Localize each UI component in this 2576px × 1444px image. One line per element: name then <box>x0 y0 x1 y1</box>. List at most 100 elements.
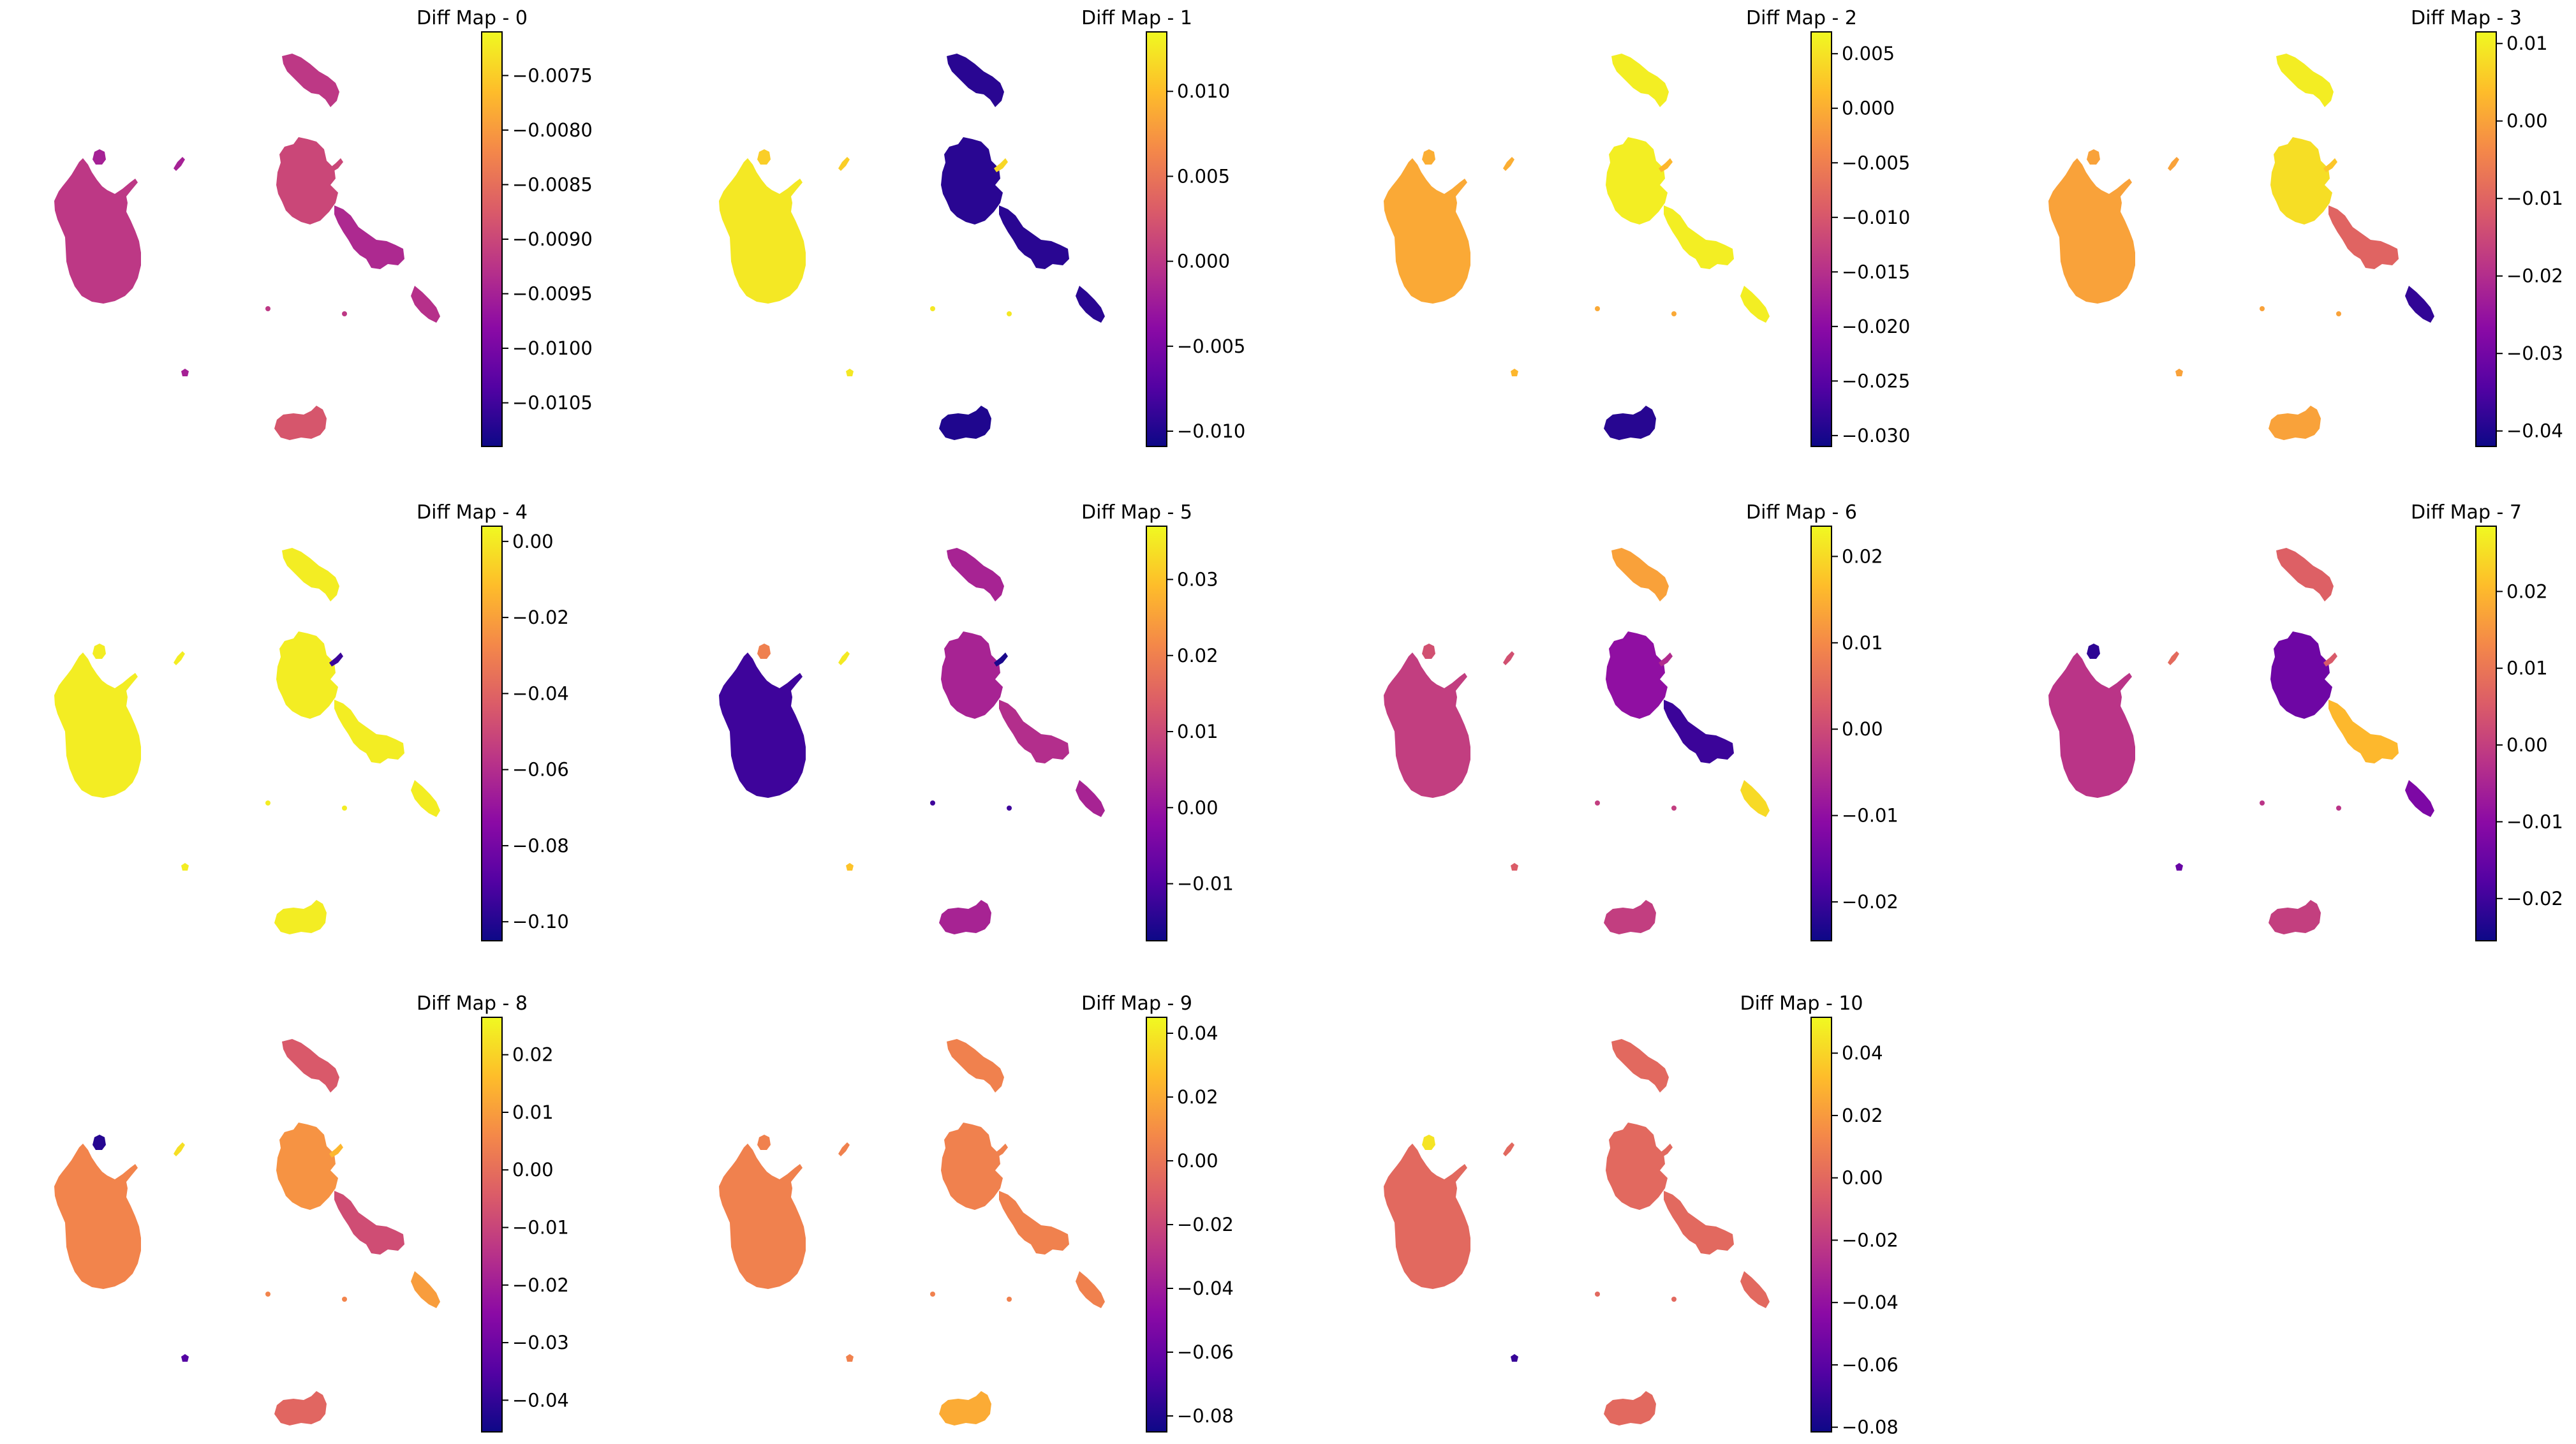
cell-cluster-small1 <box>1422 1135 1435 1150</box>
cell-point <box>1595 1292 1600 1297</box>
panel-title: Diff Map - 8 <box>417 992 528 1015</box>
colorbar <box>1810 526 1832 941</box>
cell-cluster-chain <box>334 1191 404 1255</box>
colorbar <box>1810 1017 1832 1433</box>
cell-cluster-top <box>2276 548 2334 601</box>
cell-point <box>342 806 347 811</box>
colorbar-tick-label: −0.08 <box>1177 1405 1234 1427</box>
diffmap-panel-3: Diff Map - 3 0.01 0.00 −0.01 −0.02 −0.03 −0.04 <box>2048 7 2563 447</box>
cell-cluster-small2 <box>1503 157 1514 171</box>
cell-point <box>2260 306 2265 311</box>
panel-title: Diff Map - 1 <box>1081 7 1192 29</box>
colorbar-tick-label: −0.02 <box>1842 1229 1899 1251</box>
colorbar <box>1146 31 1167 447</box>
cell-cluster-mid <box>941 137 1003 225</box>
embedding-scatter <box>2048 54 2434 440</box>
colorbar-tick-label: −0.10 <box>512 911 569 932</box>
cell-cluster-top <box>947 54 1004 107</box>
cell-cluster-main <box>2048 158 2135 304</box>
cell-point <box>265 800 270 806</box>
cell-cluster-main <box>719 1144 806 1289</box>
cell-cluster-ext <box>329 1144 343 1158</box>
cell-cluster-main <box>54 158 141 304</box>
colorbar <box>481 31 503 447</box>
cell-cluster-ext <box>329 158 343 172</box>
cell-cluster-mid <box>276 631 338 719</box>
cell-cluster-mid <box>1606 137 1668 225</box>
colorbar-tick-label: 0.00 <box>2506 110 2548 132</box>
colorbar <box>2475 31 2497 447</box>
cell-cluster-main <box>1384 158 1470 304</box>
colorbar <box>2475 526 2497 941</box>
cell-cluster-small2 <box>174 651 185 665</box>
colorbar-tick-label: −0.02 <box>512 1274 569 1296</box>
cell-cluster-mid <box>2270 631 2332 719</box>
colorbar-tick-label: 0.005 <box>1842 43 1895 64</box>
colorbar-tick-label: −0.08 <box>512 835 569 857</box>
colorbar-tick-label: 0.02 <box>1842 545 1883 567</box>
cell-cluster-tiny <box>1511 369 1518 376</box>
colorbar-tick-label: 0.00 <box>512 1159 554 1181</box>
panel-title: Diff Map - 10 <box>1740 992 1863 1015</box>
colorbar-tick-label: 0.00 <box>1842 718 1883 740</box>
cell-cluster-tail <box>1076 1271 1105 1308</box>
colorbar <box>1810 31 1832 447</box>
cell-cluster-small1 <box>1422 149 1435 165</box>
colorbar <box>1146 1017 1167 1433</box>
cell-cluster-bottom <box>1604 900 1656 934</box>
colorbar-tick-label: −0.02 <box>1177 1214 1234 1235</box>
cell-cluster-tail <box>2405 780 2434 817</box>
colorbar-tick-label: 0.03 <box>1177 568 1218 590</box>
colorbar-tick-label: −0.0080 <box>512 119 593 141</box>
colorbar-tick-label: −0.0085 <box>512 173 593 195</box>
cell-cluster-bottom <box>939 406 991 440</box>
diffmap-panel-6: Diff Map - 6 0.02 0.01 0.00 −0.01 −0.02 <box>1384 501 1899 941</box>
cell-cluster-tiny <box>2175 369 2183 376</box>
diffmap-panel-8: Diff Map - 8 0.02 0.01 0.00 −0.01 −0.02 −0.03 −… <box>54 992 569 1433</box>
cell-point <box>1007 1297 1012 1302</box>
cell-cluster-ext <box>994 652 1008 667</box>
cell-cluster-bottom <box>939 1391 991 1426</box>
cell-cluster-main <box>719 158 806 304</box>
cell-point <box>1007 806 1012 811</box>
colorbar-tick-label: 0.00 <box>512 531 554 552</box>
cell-cluster-small1 <box>757 149 771 165</box>
cell-cluster-main <box>54 1144 141 1289</box>
cell-cluster-tail <box>411 1271 440 1308</box>
cell-cluster-top <box>282 548 339 601</box>
colorbar-tick-label: −0.015 <box>1842 261 1910 283</box>
cell-cluster-bottom <box>2269 406 2321 440</box>
colorbar-tick-label: 0.01 <box>2506 33 2548 54</box>
cell-cluster-tiny <box>2175 863 2183 871</box>
cell-point <box>1007 311 1012 316</box>
cell-cluster-small2 <box>1503 1142 1514 1156</box>
cell-cluster-tail <box>1076 780 1105 817</box>
colorbar-tick-label: −0.01 <box>1177 873 1234 895</box>
colorbar-tick-label: 0.02 <box>1177 1086 1218 1108</box>
cell-point <box>265 1292 270 1297</box>
embedding-scatter <box>1384 1039 1770 1426</box>
colorbar-tick-label: −0.01 <box>2506 188 2563 209</box>
cell-point <box>342 311 347 316</box>
cell-cluster-small1 <box>93 1135 106 1150</box>
cell-cluster-small1 <box>1422 644 1435 659</box>
colorbar <box>481 526 503 941</box>
cell-cluster-chain <box>334 700 404 763</box>
embedding-scatter <box>719 54 1105 440</box>
cell-cluster-chain <box>2328 700 2399 763</box>
cell-cluster-tiny <box>846 369 854 376</box>
cell-cluster-chain <box>999 1191 1069 1255</box>
cell-cluster-main <box>2048 652 2135 798</box>
cell-point <box>1595 800 1600 806</box>
colorbar <box>481 1017 503 1433</box>
panel-title: Diff Map - 0 <box>417 7 528 29</box>
cell-cluster-top <box>1611 1039 1669 1093</box>
colorbar-tick-label: 0.02 <box>2506 580 2548 602</box>
cell-cluster-bottom <box>274 406 327 440</box>
cell-cluster-top <box>282 1039 339 1093</box>
cell-cluster-chain <box>334 205 404 269</box>
colorbar-tick-label: −0.08 <box>1842 1417 1899 1438</box>
cell-cluster-main <box>54 652 141 798</box>
colorbar-tick-label: 0.00 <box>1177 797 1218 818</box>
